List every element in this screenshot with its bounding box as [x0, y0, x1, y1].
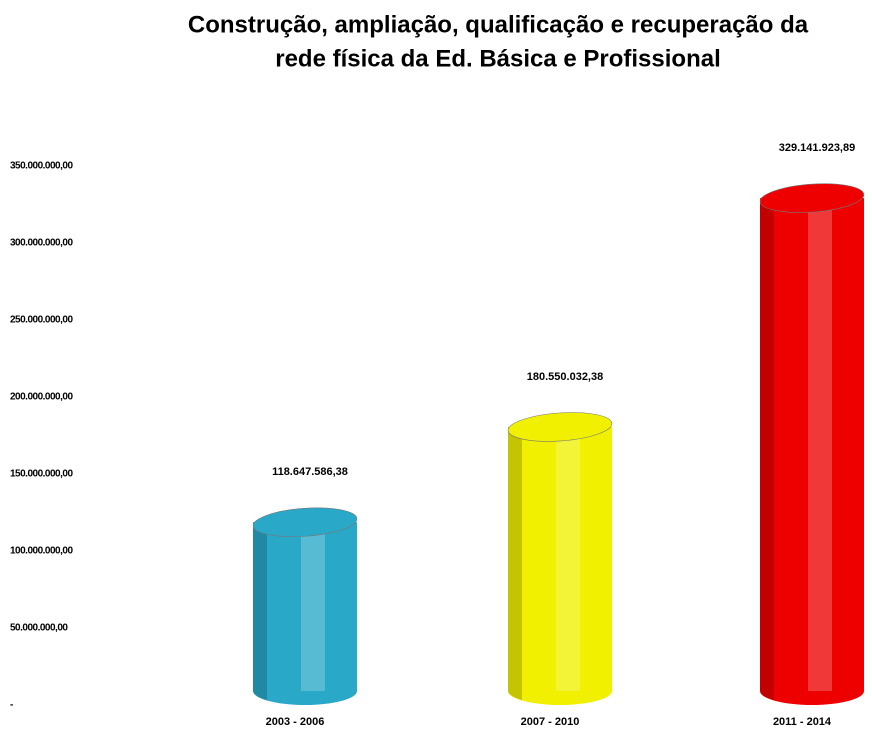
x-tick-label: 2003 - 2006: [266, 716, 325, 728]
chart-title: rede física da Ed. Básica e Profissional: [275, 45, 721, 72]
bar-highlight: [556, 426, 580, 691]
bar-top: [252, 507, 358, 538]
y-tick-label: 100.000.000,00: [10, 546, 73, 557]
bar-highlight: [808, 198, 832, 691]
x-tick-label: 2007 - 2010: [521, 716, 580, 728]
bar: [508, 426, 612, 705]
bar: [760, 198, 864, 705]
bar-shade: [253, 522, 267, 700]
chart-title: Construção, ampliação, qualificação e re…: [188, 11, 809, 38]
y-tick-label: 250.000.000,00: [10, 315, 73, 326]
value-label: 329.141.923,89: [779, 142, 855, 154]
value-label: 180.550.032,38: [527, 371, 603, 383]
y-tick-label: 300.000.000,00: [10, 238, 73, 249]
bar-highlight: [301, 522, 325, 691]
bar-shade: [508, 426, 522, 700]
y-tick-label: 150.000.000,00: [10, 469, 73, 480]
x-tick-label: 2011 - 2014: [773, 716, 832, 728]
bar-shade: [760, 198, 774, 700]
bar-top: [759, 183, 865, 213]
bar-top: [507, 412, 613, 442]
y-tick-label: -: [10, 700, 13, 711]
value-label: 118.647.586,38: [272, 466, 348, 478]
y-tick-label: 350.000.000,00: [10, 161, 73, 172]
y-tick-label: 50.000.000,00: [10, 623, 68, 634]
bar: [253, 522, 357, 705]
y-tick-label: 200.000.000,00: [10, 392, 73, 403]
